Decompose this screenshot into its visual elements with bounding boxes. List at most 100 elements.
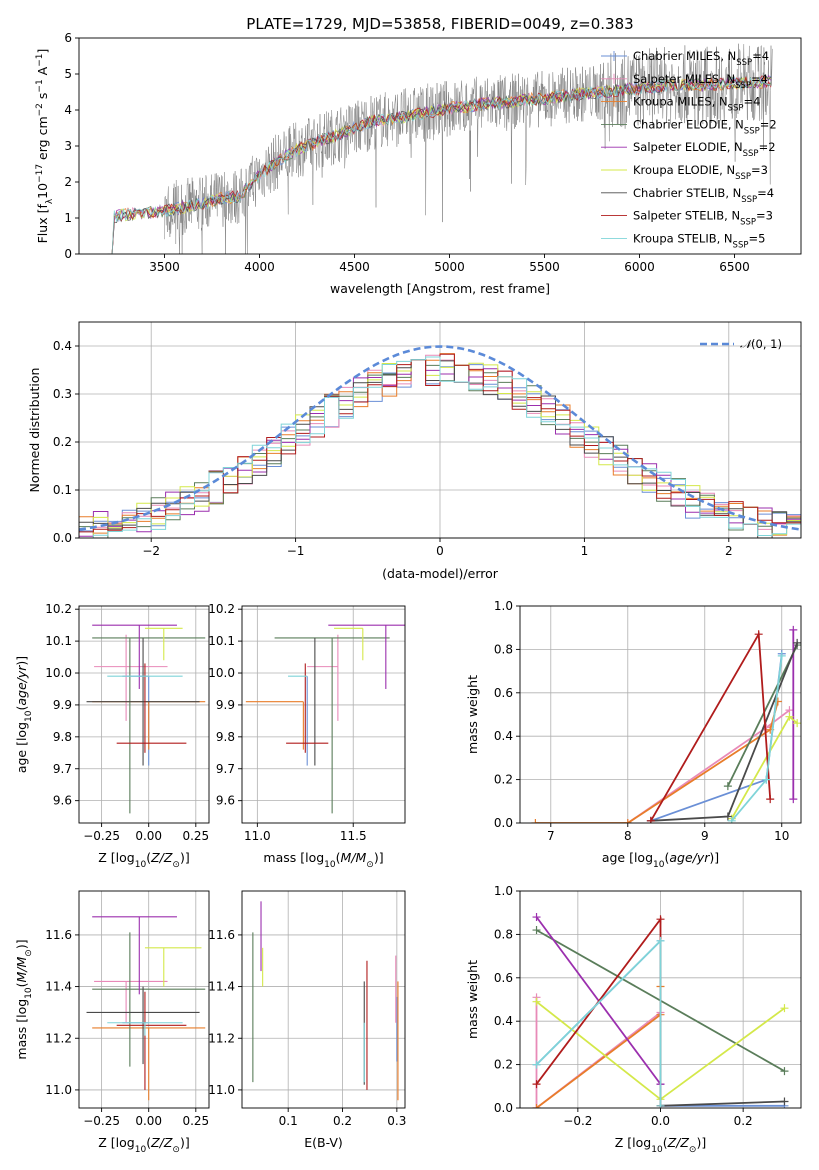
y-tick-label: 0.4 (53, 339, 72, 353)
y-tick-label: 2 (64, 175, 72, 189)
weight-point (623, 819, 632, 823)
x-tick-label: 6500 (719, 260, 750, 274)
x-tick-label: 0.2 (333, 1114, 352, 1128)
legend-rest: =2 (759, 140, 776, 154)
weight-point (789, 625, 798, 634)
label-part: 10 (24, 987, 34, 999)
label-part: M/M (14, 956, 29, 982)
label-part: )] (180, 850, 190, 865)
label-part: 10 (324, 860, 336, 870)
weight-line (650, 631, 772, 822)
y-axis-label: age [log10(age/yr)] (14, 656, 34, 773)
x-tick-label: 6000 (624, 260, 655, 274)
observed-spectrum (164, 43, 773, 254)
legend-rest: =2 (760, 117, 777, 131)
weight-line (535, 997, 662, 1108)
label-part: mass [log (14, 999, 29, 1060)
legend-rest: =4 (752, 49, 769, 63)
legend-text: Chabrier STELIB, N (633, 186, 741, 200)
weight-line (535, 916, 662, 1106)
label-part: M/M (341, 850, 367, 865)
label-part: Flux [f (35, 204, 50, 244)
weight-point (793, 638, 801, 647)
weight-point (532, 1060, 541, 1069)
y-tick-label: 9.6 (216, 794, 235, 808)
y-tick-label: 10.1 (208, 634, 235, 648)
y-tick-label: 0.0 (53, 531, 72, 545)
x-tick-label: 0.2 (734, 1114, 753, 1128)
y-tick-label: 9.9 (216, 698, 235, 712)
y-tick-label: 0.2 (494, 1058, 513, 1072)
model-spectrum (107, 76, 772, 254)
legend-rest: =3 (751, 163, 768, 177)
legend-label: Kroupa ELODIE, NSSP=3 (633, 163, 768, 182)
x-tick-label: −0.25 (83, 829, 120, 843)
weight-point (785, 712, 794, 721)
legend-label: Chabrier MILES, NSSP=4 (633, 49, 769, 68)
label-part: ( (146, 850, 151, 865)
y-tick-label: 0.6 (494, 686, 513, 700)
axes-frame (519, 890, 802, 1109)
model-spectrum (107, 75, 772, 254)
legend-sub: SSP (741, 195, 757, 205)
legend-label: Salpeter ELODIE, NSSP=2 (633, 140, 776, 159)
legend-rest: =4 (757, 186, 774, 200)
weight-point (762, 775, 771, 784)
label-part: ⊙ (366, 860, 374, 870)
y-tick-label: 0.8 (494, 642, 513, 656)
y-axis-label: mass weight (465, 675, 480, 754)
label-part: ( (14, 706, 29, 711)
label-part: 10 (135, 1145, 147, 1155)
legend-label: Salpeter MILES, NSSP=4 (633, 72, 768, 91)
weight-point (777, 651, 786, 660)
weight-point (789, 795, 798, 804)
y-tick-label: 10.2 (208, 602, 235, 616)
x-tick-label: 7 (547, 829, 555, 843)
x-tick-label: 0.00 (135, 829, 162, 843)
y-tick-label: 0.3 (53, 387, 72, 401)
x-tick-label: 0.1 (279, 1114, 298, 1128)
label-part: age/yr (14, 665, 29, 706)
x-tick-label: 3500 (149, 260, 180, 274)
axes-frame (241, 605, 406, 824)
legend-label: Kroupa STELIB, NSSP=5 (633, 231, 765, 250)
legend-label: Kroupa MILES, NSSP=4 (633, 95, 760, 114)
weight-point (531, 819, 540, 823)
panel-ebv-mass: 0.1 0.2 0.3 11.0 11.2 11.4 11.6 (208, 890, 406, 1128)
legend-rest: =4 (743, 95, 760, 109)
axes-frame (519, 605, 802, 824)
weight-point (723, 812, 732, 821)
legend-label: 𝒩(0, 1) (740, 337, 782, 351)
figure-title: PLATE=1729, MJD=53858, FIBERID=0049, z=0… (246, 15, 633, 33)
model-spectrum (107, 77, 772, 254)
weight-point (532, 1080, 541, 1089)
x-tick-label: 9 (701, 829, 709, 843)
legend-sub: SSP (728, 104, 744, 114)
label-part: ( (336, 850, 341, 865)
label-part: 10 (651, 1145, 663, 1155)
x-tick-label: 0.25 (182, 1114, 209, 1128)
axes-frame (78, 890, 210, 1109)
y-tick-label: 11.6 (45, 928, 72, 942)
y-tick-label: 0.0 (494, 1101, 513, 1115)
label-part: 10 (24, 710, 34, 722)
model-spectrum (107, 75, 772, 254)
y-tick-label: 9.7 (216, 762, 235, 776)
y-tick-label: 10.1 (45, 634, 72, 648)
x-tick-label: 8 (624, 829, 632, 843)
legend-text: Salpeter ELODIE, N (633, 140, 743, 154)
y-tick-label: 9.8 (216, 730, 235, 744)
weight-point (656, 915, 665, 924)
x-tick-label: 0.3 (387, 1114, 406, 1128)
y-axis-label: Flux [fλ10−17 erg cm−2 s−1 A−1] (35, 49, 55, 244)
y-tick-label: 0 (64, 247, 72, 261)
x-axis-label: (data-model)/error (382, 566, 499, 581)
weight-line (730, 715, 798, 820)
panel-spectrum: 3500 4000 4500 5000 5500 6000 6500 0 1 2 3 4 5 6 wavel… (35, 31, 802, 296)
label-part: ] (35, 49, 50, 54)
plot-area (252, 901, 399, 1101)
label-part: age/yr (669, 850, 710, 865)
legend-rest: =5 (748, 231, 765, 245)
